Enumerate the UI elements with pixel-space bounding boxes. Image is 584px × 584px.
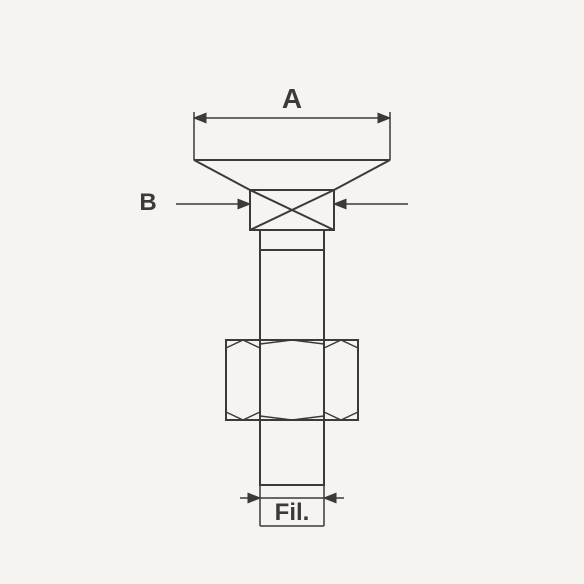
dim-label-a: A <box>282 83 302 114</box>
dim-label-fil: Fil. <box>275 499 310 526</box>
dim-label-b: B <box>139 189 156 216</box>
bolt-diagram: A B Fil. <box>0 0 584 584</box>
